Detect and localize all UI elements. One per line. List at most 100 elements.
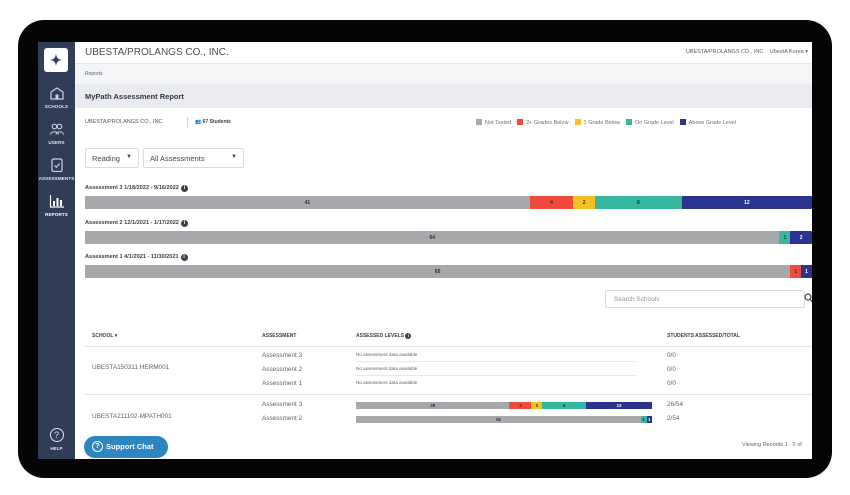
assessment-3-label: Assessment 3 1/18/2022 - 9/16/2022 i — [85, 185, 188, 192]
help-icon: ? — [49, 428, 64, 442]
segment-on-grade-level[interactable]: 8 — [542, 402, 587, 409]
sort-icon[interactable]: ▾ — [114, 333, 118, 339]
levels-bar: 52 1 1 — [356, 416, 652, 423]
segment-2-grades-below[interactable]: 4 — [509, 402, 532, 409]
chevron-down-icon: ▼ — [231, 154, 237, 160]
legend-label: On Grade Level — [634, 120, 674, 126]
segment-on-grade-level[interactable]: 1 — [779, 231, 791, 244]
segment-above-grade-level[interactable]: 2 — [790, 231, 812, 244]
title-bar: MyPath Assessment Report — [75, 84, 812, 108]
divider — [356, 361, 636, 362]
segment-1-grade-below[interactable]: 2 — [531, 402, 543, 409]
info-icon[interactable]: i — [180, 185, 188, 192]
info-icon[interactable]: i — [180, 254, 188, 261]
legend-swatch — [574, 119, 581, 125]
legend-above-grade-level: Above Grade Level — [679, 119, 736, 126]
divider — [356, 375, 636, 376]
school-name[interactable]: UBESTA211102-MPATH001 — [92, 413, 172, 420]
assessment-name: Assessment 3 — [262, 401, 303, 408]
search-input[interactable]: Search Schools — [605, 290, 805, 308]
divider — [85, 346, 812, 347]
breadcrumb-bar: Reports — [75, 64, 812, 84]
segment-not-tested[interactable]: 41 — [85, 196, 530, 209]
info-icon[interactable]: i — [405, 333, 412, 339]
levels-bar: 28 4 2 8 12 — [356, 402, 652, 409]
segment-above-grade-level[interactable]: 1 — [801, 265, 812, 278]
column-header-students: STUDENTS ASSESSED/TOTAL — [667, 333, 740, 339]
sidebar: ✦ SCHOOLS USERS ASSESSMENTS REPORTS — [38, 42, 75, 459]
info-icon[interactable]: i — [180, 220, 188, 227]
assessment-name: Assessment 2 — [262, 366, 303, 373]
no-data-text: No assessment data available — [356, 380, 418, 385]
legend-swatch — [517, 119, 524, 125]
sidebar-item-users[interactable]: USERS — [38, 122, 75, 145]
subject-select[interactable]: Reading ▼ — [85, 148, 139, 168]
legend-label: Not Tested — [485, 120, 512, 126]
question-icon: ? — [92, 441, 103, 452]
clipboard-icon — [49, 158, 65, 173]
column-header-levels: ASSESSED LEVELS i — [356, 333, 412, 339]
assessment-select[interactable]: All Assessments ▼ — [143, 148, 244, 168]
legend-2-grades-below: 2+ Grades Below — [517, 119, 569, 126]
chevron-down-icon: ▼ — [126, 154, 132, 160]
students-total: 0/0 — [667, 366, 676, 373]
legend-1-grade-below: 1 Grade Below — [574, 119, 620, 126]
segment-not-tested[interactable]: 64 — [85, 231, 780, 244]
top-bar: UBESTA/PROLANGS CO., INC. UBESTA/PROLANG… — [75, 42, 812, 64]
legend: Not Tested 2+ Grades Below 1 Grade Below On… — [476, 119, 742, 126]
students-icon: 👥 — [195, 119, 202, 125]
school-icon — [49, 86, 65, 100]
legend-swatch — [679, 119, 686, 125]
segment-above-grade-level[interactable]: 12 — [681, 196, 812, 209]
legend-not-tested: Not Tested — [476, 119, 512, 126]
legend-label: 1 Grade Below — [583, 120, 620, 126]
legend-on-grade-level: On Grade Level — [625, 119, 674, 126]
account-switcher[interactable]: UBESTA/PROLANGS CO., INC. · UbestA Korea… — [685, 49, 808, 55]
assessment-2-bar: 64 1 2 — [85, 231, 812, 244]
assessment-2-label: Assessment 2 12/1/2021 - 1/17/2022 i — [85, 220, 188, 227]
users-icon — [49, 122, 65, 136]
segment-on-grade-level[interactable]: 1 — [641, 416, 647, 423]
segment-on-grade-level[interactable]: 8 — [594, 196, 682, 209]
org-name: UBESTA/PROLANGS CO., INC. — [85, 47, 229, 58]
segment-1-grade-below[interactable]: 2 — [573, 196, 595, 209]
students-total: 26/54 — [667, 401, 683, 408]
students-total: 0/0 — [667, 352, 676, 359]
segment-not-tested[interactable]: 65 — [85, 265, 791, 278]
assessment-1-label: Assessment 1 4/1/2021 - 11/30/2021 i — [85, 254, 188, 261]
no-data-text: No assessment data available — [356, 352, 418, 357]
summary-school: UBESTA/PROLANGS CO., INC. — [85, 119, 165, 125]
segment-2-grades-below[interactable]: 1 — [790, 265, 802, 278]
divider — [187, 117, 188, 128]
assessment-name: Assessment 3 — [262, 352, 303, 359]
segment-above-grade-level[interactable]: 1 — [646, 416, 652, 423]
app-logo[interactable]: ✦ — [44, 48, 68, 72]
sidebar-item-assessments[interactable]: ASSESSMENTS — [38, 158, 75, 181]
divider — [85, 394, 812, 395]
student-count: 👥 67 Students — [195, 119, 231, 125]
sidebar-item-schools[interactable]: SCHOOLS — [38, 86, 75, 109]
breadcrumb[interactable]: Reports — [85, 71, 103, 77]
students-total: 2/54 — [667, 415, 680, 422]
no-data-text: No assessment data available — [356, 366, 418, 371]
column-header-school[interactable]: SCHOOL ▾ — [92, 333, 118, 339]
segment-not-tested[interactable]: 52 — [356, 416, 642, 423]
help-button[interactable]: ? HELP — [49, 428, 64, 451]
assessment-name: Assessment 2 — [262, 415, 303, 422]
column-header-assessment: ASSESSMENT — [262, 333, 297, 339]
sidebar-item-reports[interactable]: REPORTS — [38, 194, 75, 217]
legend-swatch — [625, 119, 632, 125]
page-title: MyPath Assessment Report — [85, 92, 184, 101]
school-name[interactable]: UBESTA150311 HERM001 — [92, 364, 170, 371]
assessment-name: Assessment 1 — [262, 380, 303, 387]
assessment-1-bar: 65 1 1 — [85, 265, 812, 278]
segment-not-tested[interactable]: 28 — [356, 402, 510, 409]
segment-above-grade-level[interactable]: 12 — [586, 402, 652, 409]
chart-icon — [49, 194, 65, 208]
support-chat-button[interactable]: ? Support Chat — [84, 436, 168, 458]
chevron-down-icon: ▾ — [805, 49, 808, 55]
students-total: 0/0 — [667, 380, 676, 387]
segment-2-grades-below[interactable]: 4 — [529, 196, 574, 209]
search-icon[interactable] — [804, 293, 812, 303]
pagination-info: Viewing Records 1 - 2 of — [742, 442, 802, 448]
